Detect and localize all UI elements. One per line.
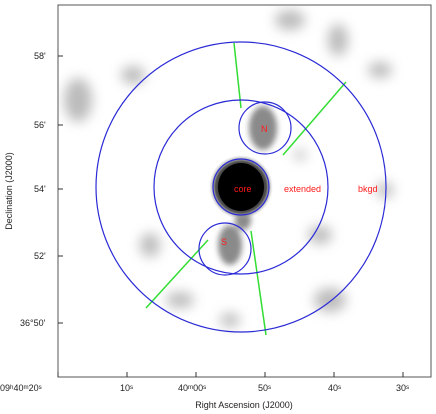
x-tick-label: 30ˢ	[396, 383, 409, 393]
core-label: core	[234, 184, 252, 194]
y-tick-label: 56'	[34, 120, 46, 130]
y-tick-label: 58'	[34, 51, 46, 61]
north-source-circle	[238, 101, 292, 155]
x-axis-title: Right Ascension (J2000)	[195, 400, 293, 410]
extended-label: extended	[284, 184, 321, 194]
extended-circle	[153, 99, 329, 275]
bkgd-outer-circle	[95, 41, 387, 333]
boundary-line-south	[250, 230, 267, 336]
boundary-line-north	[233, 42, 242, 109]
core-circle	[212, 158, 270, 216]
region-circles	[95, 41, 387, 333]
boundary-line-southwest	[145, 239, 209, 309]
x-tick-label: 09ʰ40ᵐ20ˢ	[0, 383, 42, 393]
y-tick-label: 36°50'	[20, 318, 46, 328]
x-tick-label: 40ˢ	[328, 383, 341, 393]
diffuse-emission	[64, 10, 393, 327]
x-tick-label: 40ᵐ00ˢ	[178, 383, 206, 393]
south-label: S	[221, 237, 227, 247]
boundary-line-northeast	[282, 81, 347, 156]
north-label: N	[261, 124, 268, 134]
y-axis-title: Declination (J2000)	[4, 152, 14, 230]
bkgd-label: bkgd	[358, 184, 378, 194]
y-tick-label: 52'	[34, 251, 46, 261]
south-source-circle	[198, 222, 252, 276]
y-tick-label: 54'	[34, 184, 46, 194]
sector-boundaries	[145, 42, 347, 336]
x-tick-label: 10ˢ	[120, 383, 133, 393]
x-tick-label: 50ˢ	[258, 383, 271, 393]
tick-marks	[57, 55, 404, 377]
